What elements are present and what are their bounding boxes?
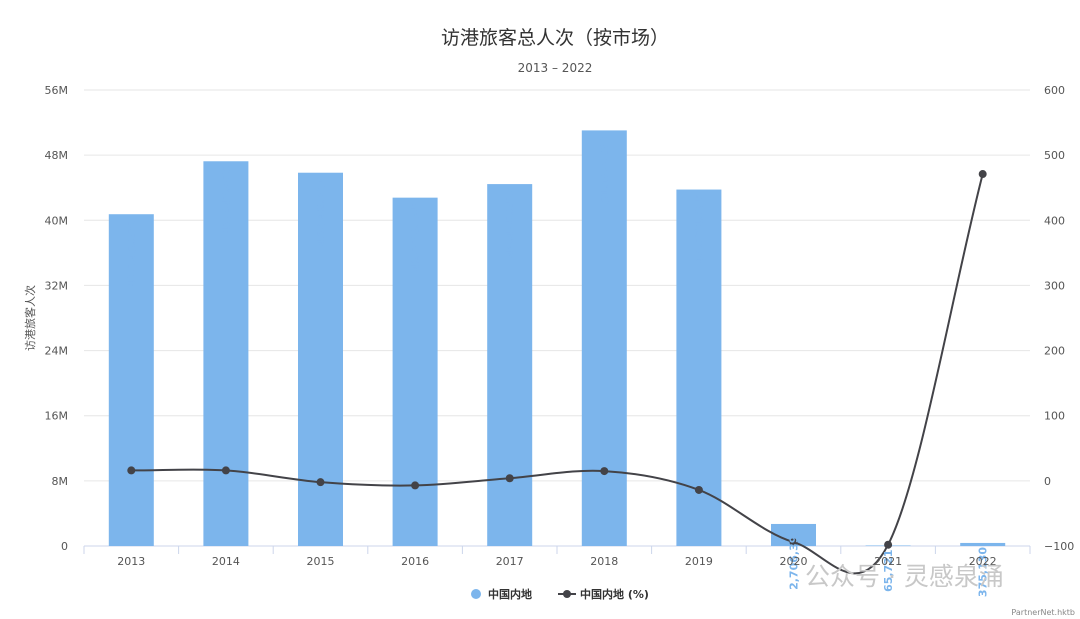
- bar: [771, 523, 816, 546]
- bar-data-labels: 40,745,277 47,247,675 45,842,360 42,778,145…: [125, 134, 989, 597]
- bar-value-label: 65,721: [882, 549, 895, 591]
- left-axis: 0 8M 16M 24M 32M 40M 48M 56M: [45, 84, 69, 553]
- y2-tick-label: 0: [1044, 475, 1051, 488]
- right-axis: −100 0 100 200 300 400 500 600: [1044, 84, 1074, 553]
- credit-text: PartnerNet.hktb: [1011, 608, 1075, 617]
- legend[interactable]: 中国内地 中国内地 (%): [471, 587, 649, 601]
- line-point: [316, 478, 325, 487]
- y-tick-label: 32M: [45, 279, 69, 292]
- y-tick-label: 0: [61, 540, 68, 553]
- legend-bars-marker: [471, 589, 481, 599]
- x-tick-label: 2019: [685, 555, 713, 568]
- bar: [487, 184, 533, 546]
- line-series: [127, 170, 987, 575]
- legend-line-label: 中国内地 (%): [580, 587, 649, 601]
- line-point: [789, 538, 798, 547]
- bar-value-label: 375,130: [977, 547, 990, 597]
- y2-tick-label: 300: [1044, 279, 1065, 292]
- x-tick-label: 2022: [969, 555, 997, 568]
- x-axis: 2013 2014 2015 2016 2017 2018 2019 2020 2021 2022: [83, 546, 1031, 568]
- x-tick-label: 2013: [117, 555, 145, 568]
- bar-value-label: 44,445,259: [504, 188, 517, 258]
- chart-subtitle: 2013 – 2022: [518, 61, 593, 75]
- line-point: [978, 170, 987, 179]
- line-point: [127, 466, 136, 475]
- chart-title: 访港旅客总人次（按市场）: [441, 27, 669, 49]
- line-point: [411, 481, 420, 490]
- bar-value-label: 45,842,360: [315, 176, 328, 246]
- bar-value-label: 2,706,398: [788, 528, 801, 590]
- bar-series: [108, 130, 1006, 547]
- x-tick-label: 2016: [401, 555, 429, 568]
- watermark-text: 公众号 · 灵感泉涌: [805, 562, 1004, 591]
- y-tick-label: 8M: [52, 475, 69, 488]
- line-point: [221, 466, 230, 475]
- bar-value-label: 42,778,145: [409, 202, 422, 272]
- bar-value-label: 51,038,230: [598, 134, 611, 204]
- legend-bars-label: 中国内地: [488, 587, 532, 601]
- bar: [581, 130, 627, 546]
- legend-line-marker: [563, 590, 571, 598]
- bar-value-label: 40,745,277: [125, 218, 138, 288]
- bar: [203, 161, 249, 547]
- x-tick-label: 2020: [780, 555, 808, 568]
- bar: [108, 214, 154, 546]
- x-tick-label: 2014: [212, 555, 240, 568]
- line-path: [131, 173, 984, 575]
- x-tick-label: 2018: [590, 555, 618, 568]
- y2-tick-label: 200: [1044, 345, 1065, 358]
- legend-item-bars[interactable]: 中国内地: [471, 587, 532, 601]
- y2-tick-label: −100: [1044, 540, 1074, 553]
- y-tick-label: 24M: [45, 345, 69, 358]
- y2-tick-label: 600: [1044, 84, 1065, 97]
- y-axis-title: 访港旅客人次: [23, 285, 37, 351]
- x-tick-label: 2015: [307, 555, 335, 568]
- y2-tick-label: 100: [1044, 410, 1065, 423]
- bar: [960, 542, 1006, 546]
- y-tick-label: 56M: [45, 84, 69, 97]
- line-point: [505, 474, 514, 483]
- y-tick-label: 40M: [45, 214, 69, 227]
- bar-value-label: 43,774,685: [693, 194, 706, 264]
- y2-tick-label: 500: [1044, 149, 1065, 162]
- y-tick-label: 16M: [45, 410, 69, 423]
- x-tick-label: 2021: [874, 555, 902, 568]
- x-tick-label: 2017: [496, 555, 524, 568]
- legend-item-line[interactable]: 中国内地 (%): [558, 587, 649, 601]
- line-point: [694, 485, 703, 494]
- bar-value-label: 47,247,675: [220, 165, 233, 235]
- line-point: [884, 540, 893, 549]
- y-tick-label: 48M: [45, 149, 69, 162]
- y2-tick-label: 400: [1044, 214, 1065, 227]
- line-point: [600, 467, 609, 476]
